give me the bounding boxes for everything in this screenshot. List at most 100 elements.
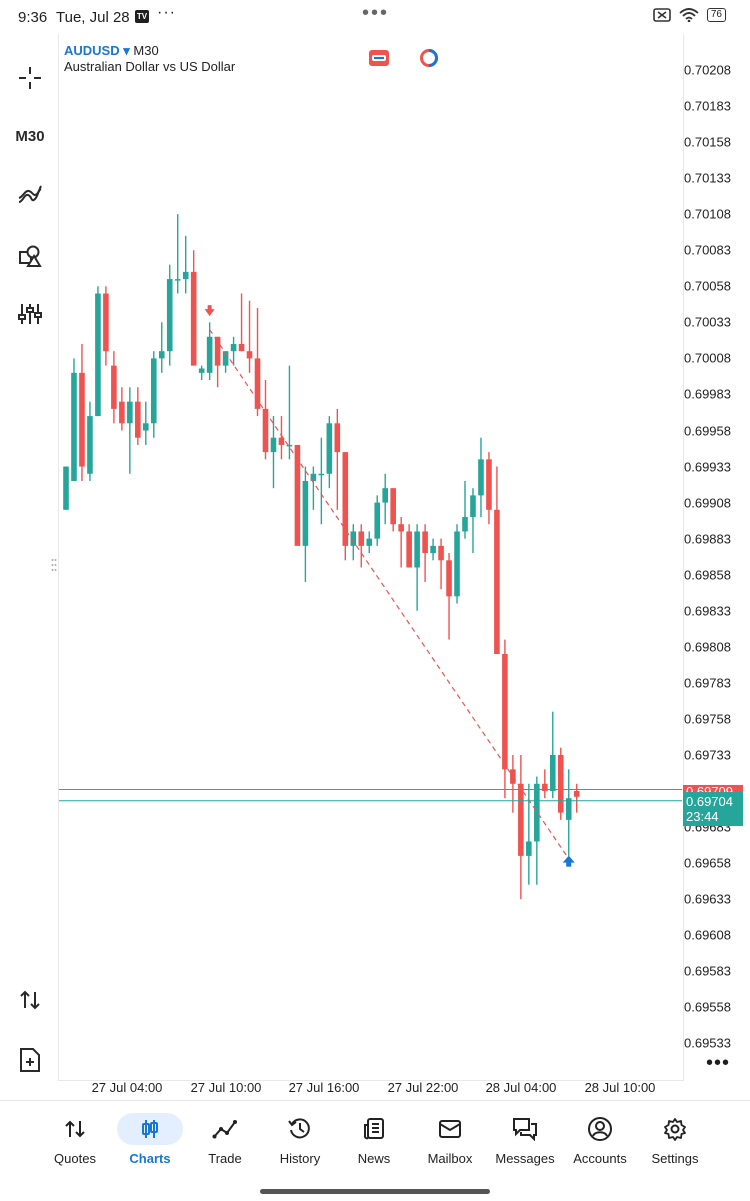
news-icon [337,1111,412,1147]
candle-body [358,531,365,546]
candle-body [406,531,412,568]
symbol-dropdown-icon[interactable]: ▾ [123,43,130,58]
buy-arrow-stem [566,861,572,867]
trade-arrows-icon [20,990,40,1010]
time-tick-label: 28 Jul 10:00 [584,1080,656,1095]
time-axis[interactable]: 27 Jul 04:00 27 Jul 10:00 27 Jul 16:00 27 J… [58,1080,682,1100]
time-tick-label: 27 Jul 22:00 [387,1080,459,1095]
nav-news[interactable]: News [337,1111,412,1166]
candle-body [454,531,460,597]
sell-arrow-stem [207,305,212,311]
one-click-trading-button[interactable] [10,980,50,1020]
candle-body [278,437,285,445]
nav-label: Mailbox [427,1151,473,1166]
price-tick-label: 0.69558 [684,999,731,1015]
mailbox-icon [413,1111,488,1147]
signal-icon[interactable] [418,48,440,68]
candle-body [518,783,524,856]
price-tick-label: 0.69783 [684,675,731,691]
time-tick-label: 28 Jul 04:00 [485,1080,557,1095]
candle-body [310,473,317,481]
candle-body [135,401,141,438]
price-tick-label: 0.70033 [684,314,731,330]
candle-body [71,372,77,481]
candlestick-chart[interactable] [0,0,750,1100]
timeframe-button[interactable]: M30 [15,127,45,145]
candle-body [549,754,556,791]
price-tick-label: 0.69533 [684,1035,731,1051]
price-tick-label: 0.70008 [684,350,731,366]
candle-body [494,509,500,655]
candle-body [182,271,189,280]
candle-body [478,459,484,496]
no-sim-icon [653,8,671,22]
candle-body [374,502,381,539]
symbol-name[interactable]: AUDUSD [64,43,120,58]
new-document-icon [20,1048,40,1072]
nav-messages[interactable]: Messages [488,1111,563,1166]
candle-body [166,279,173,352]
price-tick-label: 0.69583 [684,963,731,979]
ask-price-label: 0.69709 [683,784,743,795]
crosshair-icon [19,67,41,89]
battery-icon: 76 [706,8,726,22]
home-indicator[interactable] [260,1189,490,1194]
drag-handle-icon[interactable] [51,558,57,572]
chart-settings-button[interactable] [10,294,50,334]
nav-settings[interactable]: Settings [638,1111,713,1166]
candle-body [198,368,205,373]
bottom-navigation: Quotes Charts Trade History News Mailbox Messa… [0,1100,750,1201]
candle-body [158,351,165,359]
trade-icon [188,1111,263,1147]
candle-body [63,466,69,510]
objects-button[interactable] [10,236,50,276]
candle-body [246,351,253,359]
indicators-button[interactable] [10,176,50,216]
price-tick-label: 0.69633 [684,891,731,907]
new-order-button[interactable] [10,1040,50,1080]
price-tick-label: 0.70208 [684,62,731,78]
quotes-icon [38,1111,113,1147]
price-tick-label: 0.69958 [684,423,731,438]
time-tick-label: 27 Jul 04:00 [91,1080,163,1095]
nav-label: Settings [651,1151,699,1166]
price-tick-label: 0.70083 [684,242,731,258]
candle-body [382,488,388,503]
candle-body [174,279,181,281]
window-handle-icon[interactable]: ••• [362,2,390,24]
nav-trade[interactable]: Trade [188,1111,263,1166]
crosshair-button[interactable] [10,58,50,98]
candle-body [366,538,373,546]
time-tick-label: 27 Jul 10:00 [190,1080,262,1095]
nav-quotes[interactable]: Quotes [38,1111,113,1166]
chart-symbol[interactable]: AUDUSD ▾ M30 [64,43,159,59]
symbol-description: Australian Dollar vs US Dollar [64,59,236,74]
nav-charts[interactable]: Charts [113,1111,188,1166]
price-tick-label: 0.69908 [684,495,731,511]
nav-mailbox[interactable]: Mailbox [413,1111,488,1166]
trading-panel-icon[interactable] [368,48,390,68]
accounts-icon [563,1111,638,1147]
nav-label: News [357,1151,391,1166]
price-tick-label: 0.69658 [684,855,731,871]
candle-body [127,401,133,424]
price-tick-label: 0.69758 [684,711,731,727]
candle-body [150,358,157,424]
bid-price: 0.69704 [686,793,733,809]
nav-accounts[interactable]: Accounts [563,1111,638,1166]
candle-body [350,531,357,546]
chart-frame[interactable] [58,34,684,1081]
nav-history[interactable]: History [263,1111,338,1166]
candle-body [542,783,548,791]
price-tick-label: 0.69883 [684,531,731,547]
price-tick-label: 0.70058 [684,278,731,294]
candle-body [342,452,349,546]
more-options-button[interactable]: ••• [706,1052,731,1074]
price-tick-label: 0.69608 [684,927,731,943]
sliders-icon [18,304,42,324]
candle-body [390,488,396,525]
price-axis[interactable]: 0.70208 0.70183 0.70158 0.70133 0.70108 0.700… [684,40,750,1080]
candle-body [230,343,237,352]
price-tick-label: 0.69933 [684,459,731,475]
price-tick-label: 0.70183 [684,98,731,114]
